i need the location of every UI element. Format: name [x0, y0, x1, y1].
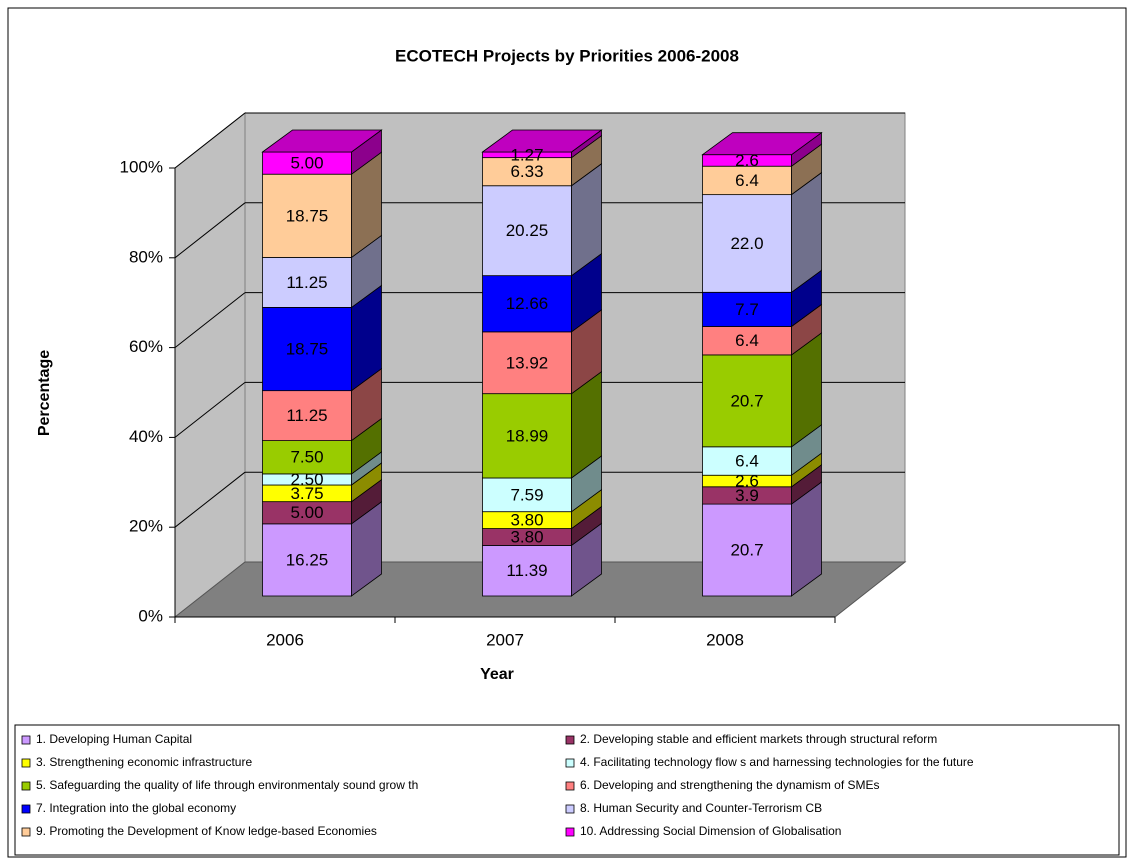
legend-label: 10. Addressing Social Dimension of Globa…: [580, 824, 841, 838]
y-tick-label: 80%: [129, 247, 163, 266]
y-tick-label: 0%: [138, 606, 163, 625]
data-label: 6.4: [735, 331, 759, 350]
data-label: 5.00: [290, 503, 323, 522]
data-label: 3.80: [510, 527, 543, 546]
bar-segment: [702, 165, 792, 196]
grid-line: [174, 112, 246, 169]
bar-segment: [262, 173, 352, 258]
bar-segment: [482, 157, 572, 187]
legend-swatch: [565, 735, 575, 745]
data-label: 2.6: [735, 151, 759, 170]
data-label: 16.25: [286, 550, 329, 569]
data-label: 1.27: [510, 145, 543, 164]
x-tick-label: 2008: [706, 630, 744, 649]
data-label: 3.9: [735, 486, 759, 505]
data-label: 7.50: [290, 448, 323, 467]
data-label: 18.75: [286, 340, 329, 359]
data-label: 2.50: [290, 470, 323, 489]
bar-segment: [262, 523, 352, 597]
chart-title: ECOTECH Projects by Priorities 2006-2008: [395, 46, 739, 65]
data-label: 13.92: [506, 353, 549, 372]
legend-label: 9. Promoting the Development of Know led…: [36, 824, 377, 838]
bar-segment: [702, 503, 792, 597]
y-tick-label: 100%: [120, 157, 163, 176]
legend-swatch: [21, 804, 31, 814]
legend-label: 2. Developing stable and efficient marke…: [580, 732, 937, 746]
data-label: 11.25: [286, 406, 327, 425]
data-label: 3.75: [290, 484, 323, 503]
bar-segment: [262, 306, 352, 392]
y-tick-label: 40%: [129, 427, 163, 446]
data-label: 7.7: [735, 300, 759, 319]
legend-label: 5. Safeguarding the quality of life thro…: [36, 778, 418, 792]
grid-line: [174, 292, 246, 348]
data-label: 3.80: [510, 511, 543, 530]
bar-segment: [702, 446, 792, 476]
bar-segment: [482, 331, 572, 395]
legend-swatch: [21, 758, 31, 768]
bar-segment: [702, 354, 792, 448]
bar-segment: [262, 440, 352, 475]
data-label: 2.6: [735, 471, 759, 490]
legend-swatch: [565, 804, 575, 814]
legend-label: 1. Developing Human Capital: [36, 732, 192, 746]
legend-swatch: [21, 827, 31, 837]
legend-swatch: [565, 781, 575, 791]
bar-top: [261, 129, 383, 153]
bar-top: [701, 132, 823, 156]
bar-segment: [482, 185, 572, 277]
data-label: 11.39: [506, 561, 547, 580]
data-label: 20.7: [730, 541, 763, 560]
bar-segment: [482, 275, 572, 333]
grid-line: [174, 471, 246, 528]
x-tick-label: 2007: [486, 630, 524, 649]
data-label: 11.25: [286, 273, 327, 292]
data-label: 18.75: [286, 206, 329, 225]
legend-swatch: [565, 758, 575, 768]
legend-label: 7. Integration into the global economy: [36, 801, 236, 815]
side-wall: [174, 111, 246, 619]
x-axis-title: Year: [480, 666, 514, 683]
legend-label: 6. Developing and strengthening the dyna…: [580, 778, 880, 792]
data-label: 6.4: [735, 171, 759, 190]
data-label: 7.59: [510, 485, 543, 504]
data-label: 18.99: [506, 426, 549, 445]
y-axis-title: Percentage: [36, 350, 53, 436]
legend-swatch: [21, 735, 31, 745]
bar-segment: [482, 545, 572, 597]
y-tick-label: 60%: [129, 337, 163, 356]
grid-line: [174, 382, 246, 438]
data-label: 6.4: [735, 452, 759, 471]
data-label: 6.33: [510, 162, 543, 181]
data-label: 20.7: [730, 391, 763, 410]
legend-label: 3. Strengthening economic infrastructure: [36, 755, 252, 769]
legend-swatch: [565, 827, 575, 837]
legend-label: 4. Facilitating technology flow s and ha…: [580, 755, 974, 769]
x-tick-label: 2006: [266, 630, 304, 649]
legend-label: 8. Human Security and Counter-Terrorism …: [580, 801, 822, 815]
bar-segment: [262, 257, 352, 308]
legend-swatch: [21, 781, 31, 791]
data-label: 5.00: [290, 154, 323, 173]
data-label: 20.25: [506, 221, 549, 240]
data-label: 22.0: [730, 234, 763, 253]
data-label: 12.66: [506, 294, 549, 313]
bar-top: [481, 129, 603, 153]
bar-segment: [702, 194, 792, 293]
grid-line: [174, 202, 246, 259]
y-tick-label: 20%: [129, 517, 163, 536]
